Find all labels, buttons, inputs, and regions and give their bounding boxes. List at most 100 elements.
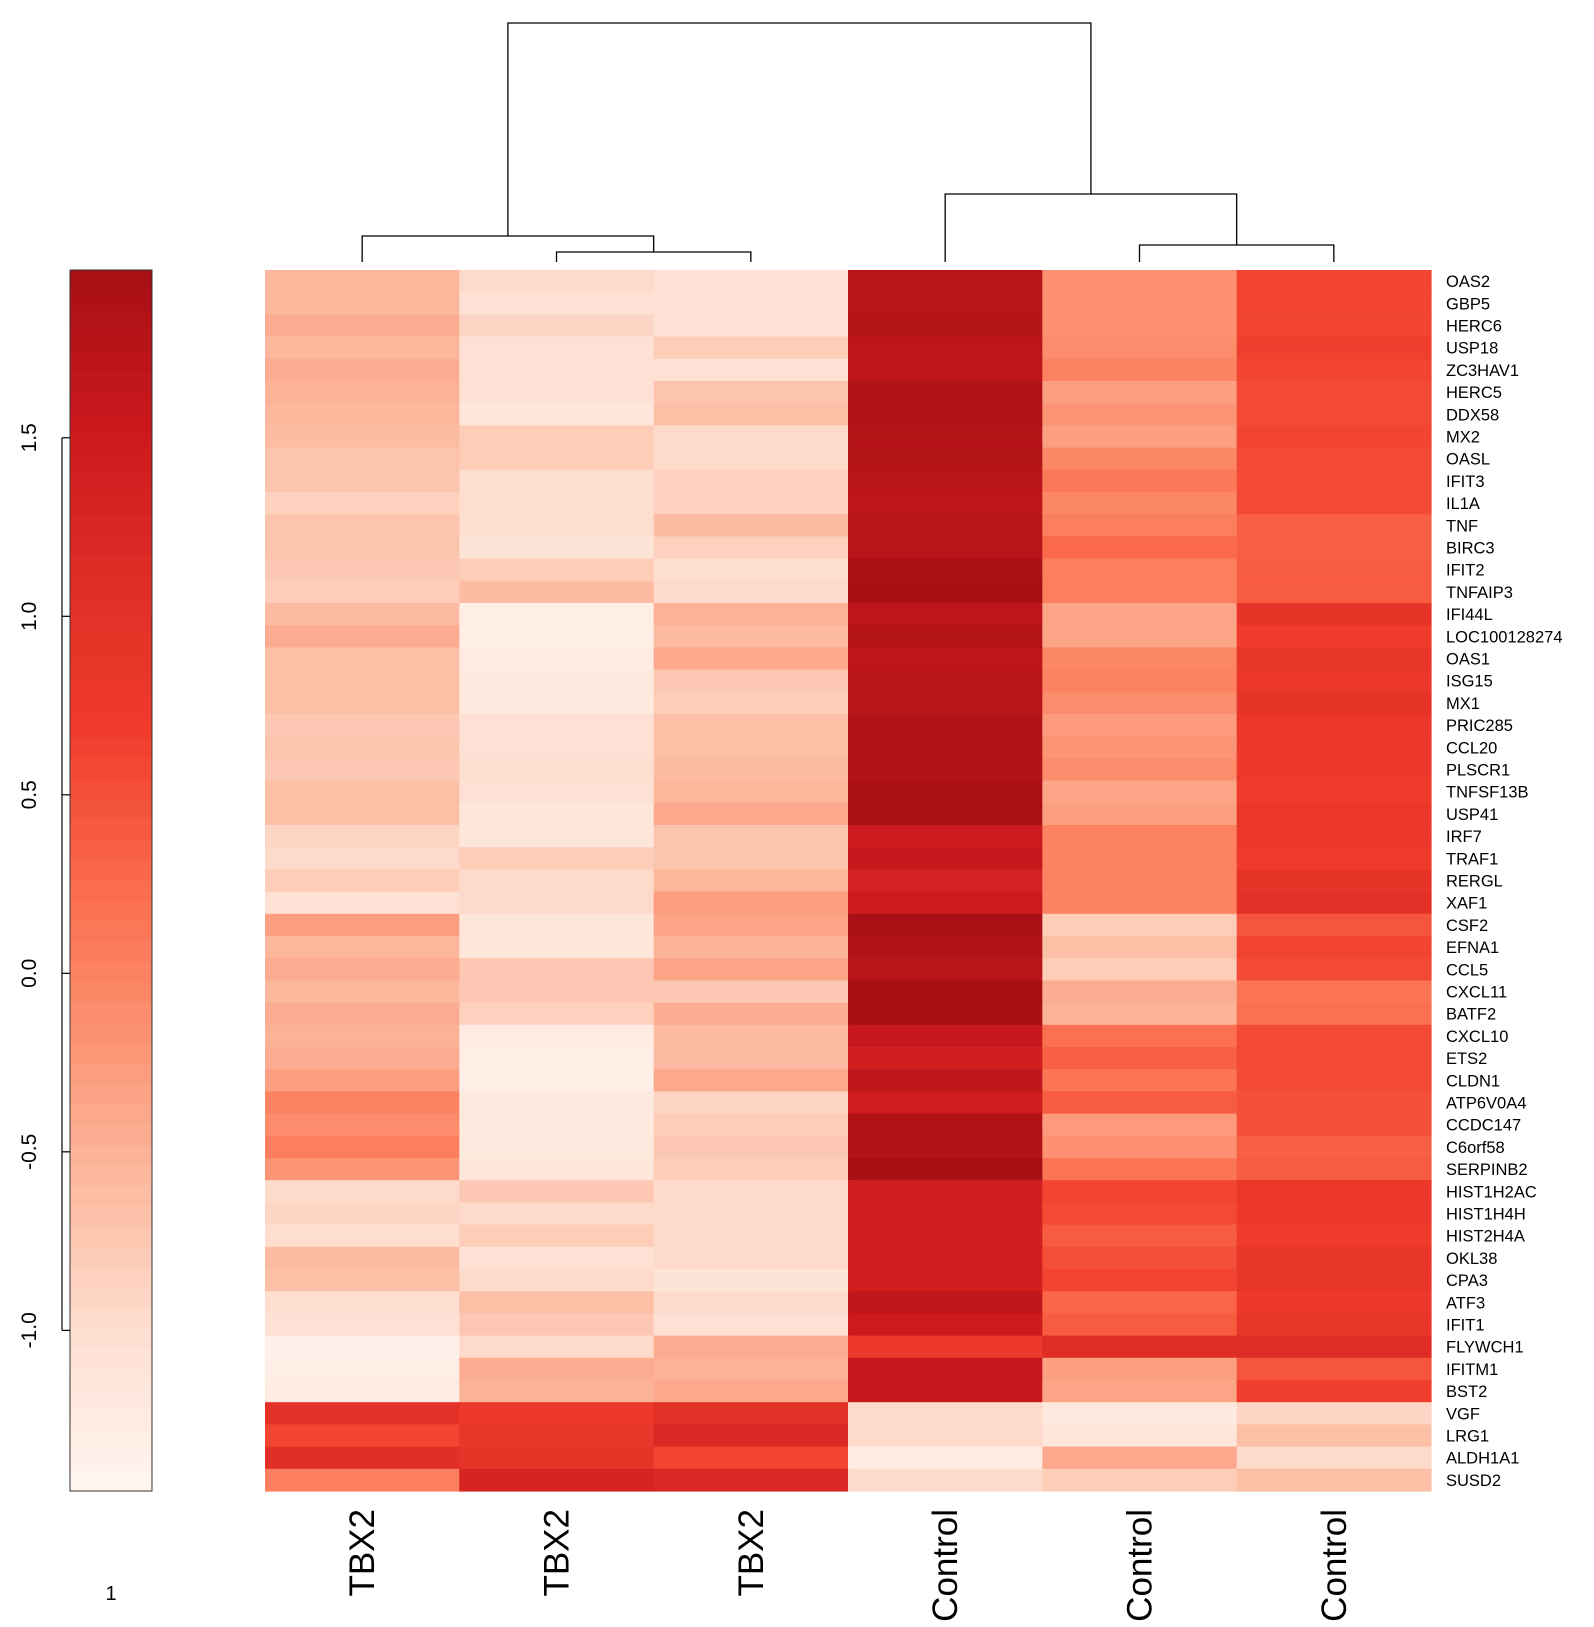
legend-swatch <box>70 1450 152 1472</box>
heatmap-cell <box>848 1047 1043 1070</box>
legend-swatch <box>70 900 152 922</box>
heatmap-cell <box>653 1380 849 1403</box>
heatmap-cell <box>1042 1468 1238 1492</box>
heatmap-cell <box>653 669 849 693</box>
heatmap-cell <box>1042 1180 1238 1203</box>
heatmap-cell <box>653 1468 849 1492</box>
heatmap-cell <box>1042 891 1238 915</box>
heatmap-cell <box>265 736 460 759</box>
heatmap-cell <box>265 469 460 493</box>
heatmap-cell <box>848 891 1043 915</box>
gene-label: HERC6 <box>1446 318 1502 336</box>
legend-swatch <box>70 778 152 800</box>
heatmap-cell <box>265 1380 460 1403</box>
heatmap-cell <box>848 669 1043 693</box>
heatmap-cell <box>265 714 460 737</box>
heatmap-cells <box>265 270 1432 1492</box>
legend-swatch <box>70 1104 152 1126</box>
heatmap-cell <box>1236 847 1432 870</box>
heatmap-cell <box>1042 1091 1238 1115</box>
heatmap-cell <box>1236 603 1432 626</box>
heatmap-cell <box>1042 1024 1238 1048</box>
heatmap-cell <box>265 1468 460 1492</box>
heatmap-cell <box>265 1224 460 1248</box>
heatmap-cell <box>459 913 655 937</box>
heatmap-cell <box>653 1158 849 1181</box>
gene-label: OKL38 <box>1446 1250 1497 1268</box>
heatmap-cell <box>1236 825 1432 848</box>
heatmap-cell <box>848 802 1043 826</box>
heatmap-cell <box>848 1246 1043 1270</box>
heatmap-cell <box>1236 1402 1432 1425</box>
heatmap-cell <box>848 603 1043 626</box>
heatmap-cell <box>459 425 655 449</box>
heatmap-cell <box>265 1291 460 1314</box>
heatmap-cell <box>1236 1091 1432 1115</box>
gene-label: HIST1H4H <box>1446 1206 1526 1224</box>
gene-label: IFITM1 <box>1446 1361 1498 1379</box>
heatmap-cell <box>1042 1069 1238 1092</box>
heatmap-cell <box>1236 958 1432 981</box>
heatmap-cell <box>265 336 460 360</box>
legend-swatch <box>70 432 152 454</box>
heatmap-cell <box>265 691 460 715</box>
heatmap-cell <box>848 913 1043 937</box>
legend-swatch <box>70 1470 152 1492</box>
legend-swatch <box>70 1165 152 1187</box>
heatmap-cell <box>265 514 460 537</box>
heatmap-cell <box>1042 1380 1238 1403</box>
column-dendrogram <box>361 22 1335 262</box>
gene-label: PRIC285 <box>1446 717 1513 735</box>
gene-label: MX1 <box>1446 695 1480 713</box>
heatmap-cell <box>459 1069 655 1092</box>
legend-swatch <box>70 677 152 698</box>
heatmap-cell <box>653 358 849 382</box>
heatmap-cell <box>1236 314 1432 338</box>
heatmap-cell <box>848 403 1043 426</box>
heatmap-cell <box>265 869 460 893</box>
heatmap-cell <box>459 447 655 471</box>
heatmap-cell <box>459 314 655 338</box>
heatmap-cell <box>459 1246 655 1270</box>
heatmap-cell <box>459 1468 655 1492</box>
column-label: Control <box>1315 1509 1354 1622</box>
heatmap-cell <box>265 314 460 338</box>
legend-swatch <box>70 1206 152 1228</box>
legend-swatch <box>70 290 152 312</box>
heatmap-cell <box>1236 1047 1432 1070</box>
legend-swatch <box>70 514 152 536</box>
heatmap-cell <box>1236 913 1432 937</box>
column-label: TBX2 <box>343 1509 382 1597</box>
heatmap-cell <box>653 425 849 449</box>
heatmap-cell <box>653 869 849 893</box>
legend-swatch <box>70 982 152 1004</box>
heatmap-cell <box>653 1135 849 1159</box>
heatmap-cell <box>1042 1047 1238 1070</box>
heatmap-cell <box>653 825 849 848</box>
heatmap-cell <box>459 492 655 515</box>
heatmap-cell <box>459 625 655 648</box>
heatmap-cell <box>265 825 460 848</box>
heatmap-cell <box>848 1024 1043 1048</box>
heatmap-cell <box>1236 403 1432 426</box>
legend-tick-label: 0.0 <box>18 959 41 988</box>
heatmap-cell <box>459 780 655 804</box>
legend-swatch <box>70 1409 152 1431</box>
dendrogram-branch <box>555 251 752 262</box>
heatmap-cell <box>459 714 655 737</box>
legend-swatch <box>70 1084 152 1105</box>
legend-swatch <box>70 1226 152 1248</box>
heatmap-cell <box>848 625 1043 648</box>
heatmap-cell <box>265 1158 460 1181</box>
legend-swatch <box>70 758 152 780</box>
gene-label: OAS1 <box>1446 651 1490 669</box>
heatmap-cell <box>653 1047 849 1070</box>
heatmap-cell <box>459 292 655 315</box>
legend-swatch <box>70 473 152 495</box>
heatmap-cell <box>1042 1135 1238 1159</box>
column-label: TBX2 <box>732 1509 771 1597</box>
heatmap-cell <box>848 1468 1043 1492</box>
heatmap-cell <box>1042 691 1238 715</box>
heatmap-cell <box>848 1002 1043 1026</box>
heatmap-cell <box>653 270 849 293</box>
